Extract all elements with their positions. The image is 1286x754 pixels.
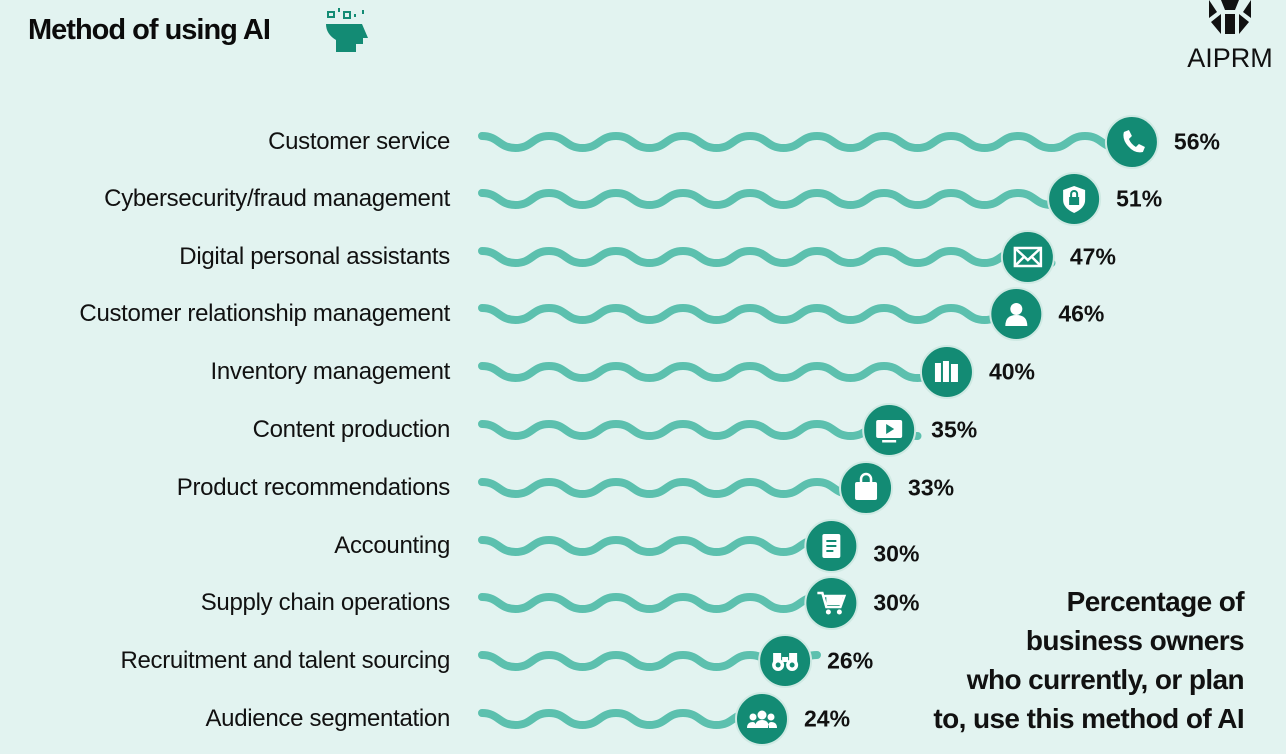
- annotation-line: who currently, or plan: [966, 664, 1245, 695]
- value-label: 40%: [988, 358, 1035, 385]
- marker-shield-lock-icon: [1047, 172, 1102, 226]
- wave-bar: [478, 131, 1156, 153]
- category-label: Customer service: [268, 128, 450, 155]
- wave-bar: [478, 188, 1089, 210]
- value-label: 30%: [873, 540, 920, 567]
- marker-envelope-icon: [1000, 230, 1055, 284]
- chart-annotation: Percentage of business owners who curren…: [933, 582, 1244, 738]
- logo-text: AIPRM: [1187, 43, 1273, 73]
- category-label: Accounting: [334, 532, 450, 559]
- marker-binoculars-icon: [758, 634, 813, 688]
- wave-bar: [478, 592, 855, 614]
- wave-bar: [478, 419, 922, 441]
- category-label: Content production: [252, 416, 451, 443]
- wave-bar: [478, 708, 788, 730]
- category-label: Digital personal assistants: [179, 243, 450, 270]
- category-label: Cybersecurity/fraud management: [104, 185, 450, 212]
- aiprm-logo: AIPRM: [1182, 0, 1278, 74]
- value-label: 26%: [827, 647, 874, 674]
- chart-title: Method of using AI: [28, 14, 271, 46]
- wave-bar: [478, 361, 955, 383]
- value-label: 56%: [1173, 128, 1220, 155]
- category-label: Supply chain operations: [200, 589, 451, 616]
- marker-phone-icon: [1104, 115, 1159, 169]
- category-label: Product recommendations: [176, 474, 451, 501]
- marker-shopping-bag-icon: [839, 461, 894, 515]
- marker-document-icon: [804, 519, 859, 573]
- value-label: 24%: [804, 705, 851, 732]
- category-label: Recruitment and talent sourcing: [120, 647, 450, 674]
- value-label: 33%: [908, 474, 955, 501]
- wave-bar: [478, 535, 855, 557]
- value-label: 51%: [1116, 185, 1163, 212]
- annotation-line: to, use this method of AI: [933, 703, 1244, 734]
- value-label: 35%: [931, 416, 978, 443]
- annotation-line: business owners: [1025, 625, 1245, 656]
- wave-bar: [478, 246, 1056, 268]
- category-label: Customer relationship management: [79, 300, 450, 327]
- wave-bar: [478, 477, 888, 499]
- wave-bar: [478, 303, 1022, 325]
- marker-video-play-icon: [862, 403, 917, 457]
- marker-person-icon: [989, 287, 1044, 341]
- category-label: Inventory management: [210, 358, 451, 385]
- value-label: 46%: [1058, 300, 1105, 327]
- value-label: 30%: [873, 589, 920, 616]
- marker-books-icon: [919, 345, 974, 399]
- marker-cart-icon: [804, 576, 859, 630]
- aiprm-logo-icon: [1209, 0, 1251, 34]
- marker-group-icon: [735, 692, 789, 746]
- value-label: 47%: [1069, 243, 1116, 270]
- ai-head-icon: [326, 8, 368, 52]
- category-label: Audience segmentation: [205, 705, 450, 732]
- annotation-line: Percentage of: [1066, 586, 1245, 617]
